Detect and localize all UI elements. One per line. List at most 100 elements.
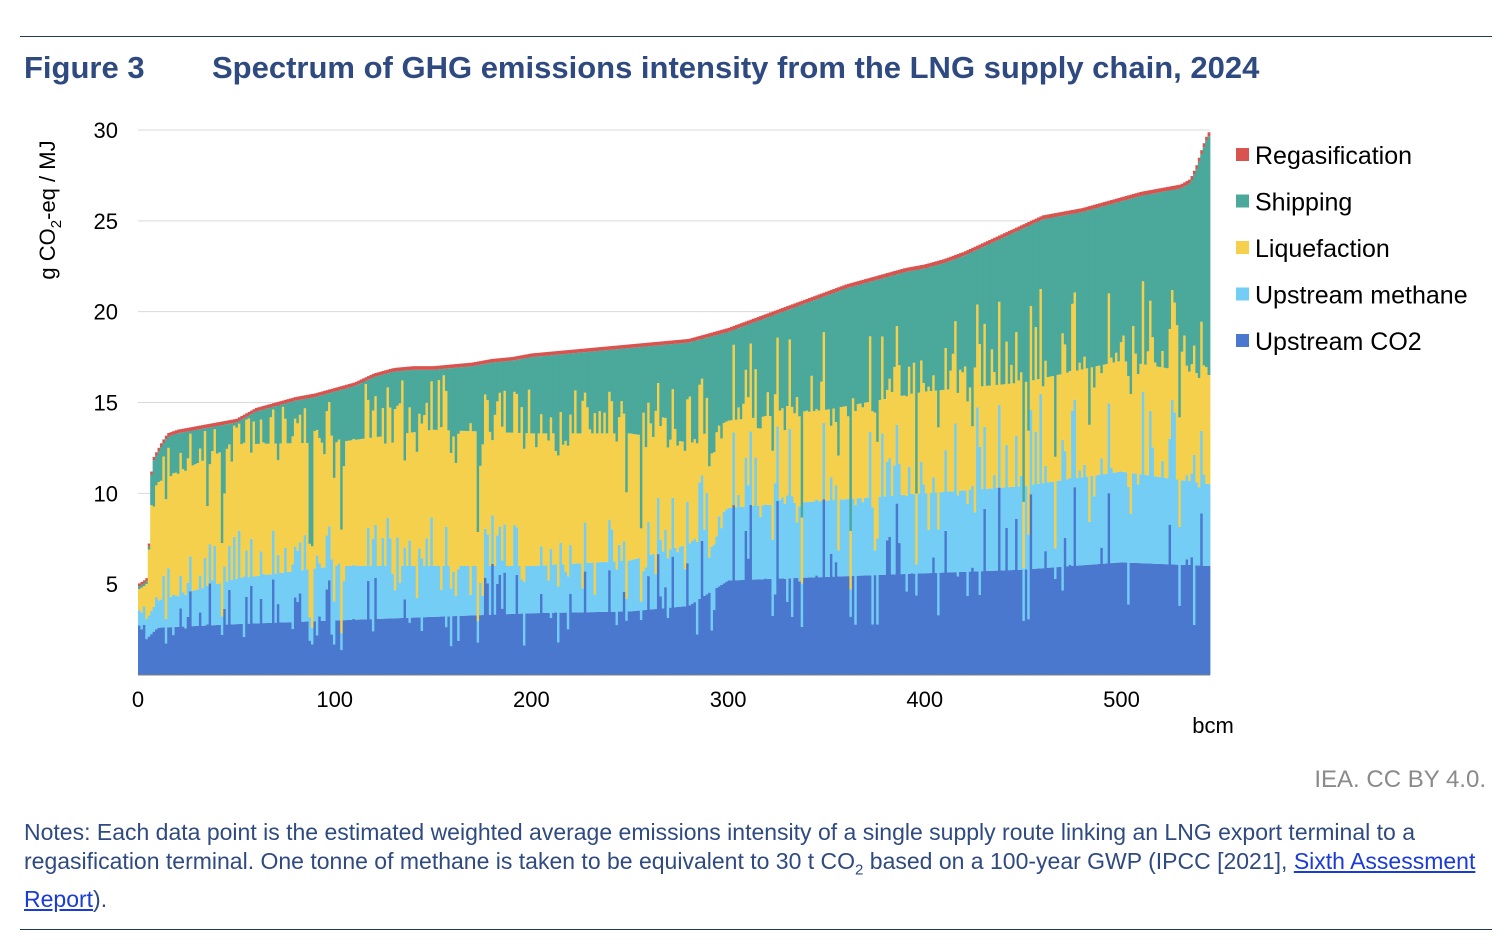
bar-segment <box>291 629 295 675</box>
bar-segment <box>352 386 356 439</box>
bar-segment <box>552 433 556 565</box>
bar-segment <box>1046 482 1050 568</box>
bar-segment <box>1127 604 1130 675</box>
bar-segment <box>681 545 685 607</box>
bar-segment <box>1027 430 1031 535</box>
bar-segment <box>946 572 950 675</box>
bar-segment <box>856 575 860 675</box>
bar-segment <box>1090 564 1094 675</box>
bar-segment <box>803 411 806 503</box>
bar-segment <box>486 583 490 675</box>
bar-segment <box>868 431 872 576</box>
bar-segment <box>1022 568 1026 621</box>
bar-segment <box>764 415 767 505</box>
bar-segment <box>423 415 426 566</box>
bar-segment <box>493 358 497 363</box>
bar-segment <box>1024 223 1028 228</box>
bar-segment <box>954 423 958 573</box>
bar-segment <box>1146 194 1150 352</box>
bar-segment <box>905 267 909 272</box>
bar-segment <box>727 507 731 581</box>
bar-segment <box>337 386 341 391</box>
bar-segment <box>961 571 965 675</box>
bar-segment <box>1093 204 1096 209</box>
bar-segment <box>1163 187 1167 192</box>
bar-segment <box>518 432 521 566</box>
bar-segment <box>1051 481 1055 568</box>
bar-segment <box>751 579 755 675</box>
bar-segment <box>335 387 339 392</box>
bar-segment <box>184 628 188 675</box>
bar-segment <box>664 341 668 345</box>
bar-segment <box>924 573 928 675</box>
bar-segment <box>639 343 643 347</box>
bar-segment <box>976 245 979 250</box>
bar-segment <box>744 321 748 326</box>
bar-segment <box>954 258 958 322</box>
bar-segment <box>1039 288 1043 394</box>
bar-segment <box>859 284 862 404</box>
bar-segment <box>276 604 280 675</box>
bar-segment <box>1071 209 1074 214</box>
bar-segment <box>444 368 448 391</box>
bar-segment <box>686 342 690 400</box>
bar-segment <box>861 279 865 284</box>
bar-segment <box>1185 365 1189 476</box>
bar-segment <box>293 418 297 547</box>
bar-segment <box>547 612 551 675</box>
bar-segment <box>893 271 897 276</box>
bar-segment <box>783 504 787 579</box>
bar-segment <box>983 426 987 509</box>
bar-segment <box>825 291 828 296</box>
bar-segment <box>384 618 387 675</box>
bar-segment <box>337 439 341 564</box>
bar-segment <box>374 376 378 397</box>
bar-segment <box>900 272 904 396</box>
bar-segment <box>388 407 392 539</box>
bar-segment <box>1197 161 1201 378</box>
bar-segment <box>1073 487 1077 675</box>
bar-segment <box>1127 486 1130 605</box>
bar-segment <box>544 433 548 566</box>
bar-segment <box>1034 327 1038 432</box>
bar-segment <box>1205 483 1208 566</box>
bar-segment <box>174 626 178 675</box>
bar-segment <box>885 389 889 462</box>
bar-segment <box>301 621 305 675</box>
bar-segment <box>561 354 565 445</box>
bar-segment <box>418 548 422 618</box>
bar-segment <box>520 613 524 675</box>
bar-segment <box>386 387 390 518</box>
bar-segment <box>252 623 256 675</box>
bar-segment <box>381 374 385 408</box>
bar-segment <box>603 412 607 562</box>
bar-segment <box>488 614 492 675</box>
sixth-assessment-report-link[interactable]: Sixth Assessment Report <box>24 848 1476 912</box>
bar-segment <box>764 318 767 416</box>
bar-segment <box>739 506 743 581</box>
bar-segment <box>147 546 151 550</box>
bar-segment <box>252 412 256 422</box>
bar-segment <box>415 451 419 598</box>
bar-segment <box>235 422 239 428</box>
bar-segment <box>310 546 314 628</box>
bar-segment <box>179 608 183 675</box>
bar-segment <box>732 329 736 345</box>
bar-segment <box>705 594 709 675</box>
bar-segment <box>413 366 417 370</box>
bar-segment <box>1141 191 1145 196</box>
bar-segment <box>976 571 979 675</box>
bar-segment <box>849 287 853 531</box>
bar-segment <box>225 581 229 625</box>
bar-segment <box>189 433 192 557</box>
bar-segment <box>367 581 370 675</box>
bar-segment <box>586 612 590 675</box>
bar-segment <box>466 431 470 566</box>
bar-segment <box>942 389 945 492</box>
bar-segment <box>859 280 862 285</box>
bar-segment <box>851 398 855 499</box>
bar-segment <box>155 629 158 675</box>
bar-segment <box>525 357 529 434</box>
bar-segment <box>990 238 994 243</box>
bar-segment <box>898 269 901 274</box>
